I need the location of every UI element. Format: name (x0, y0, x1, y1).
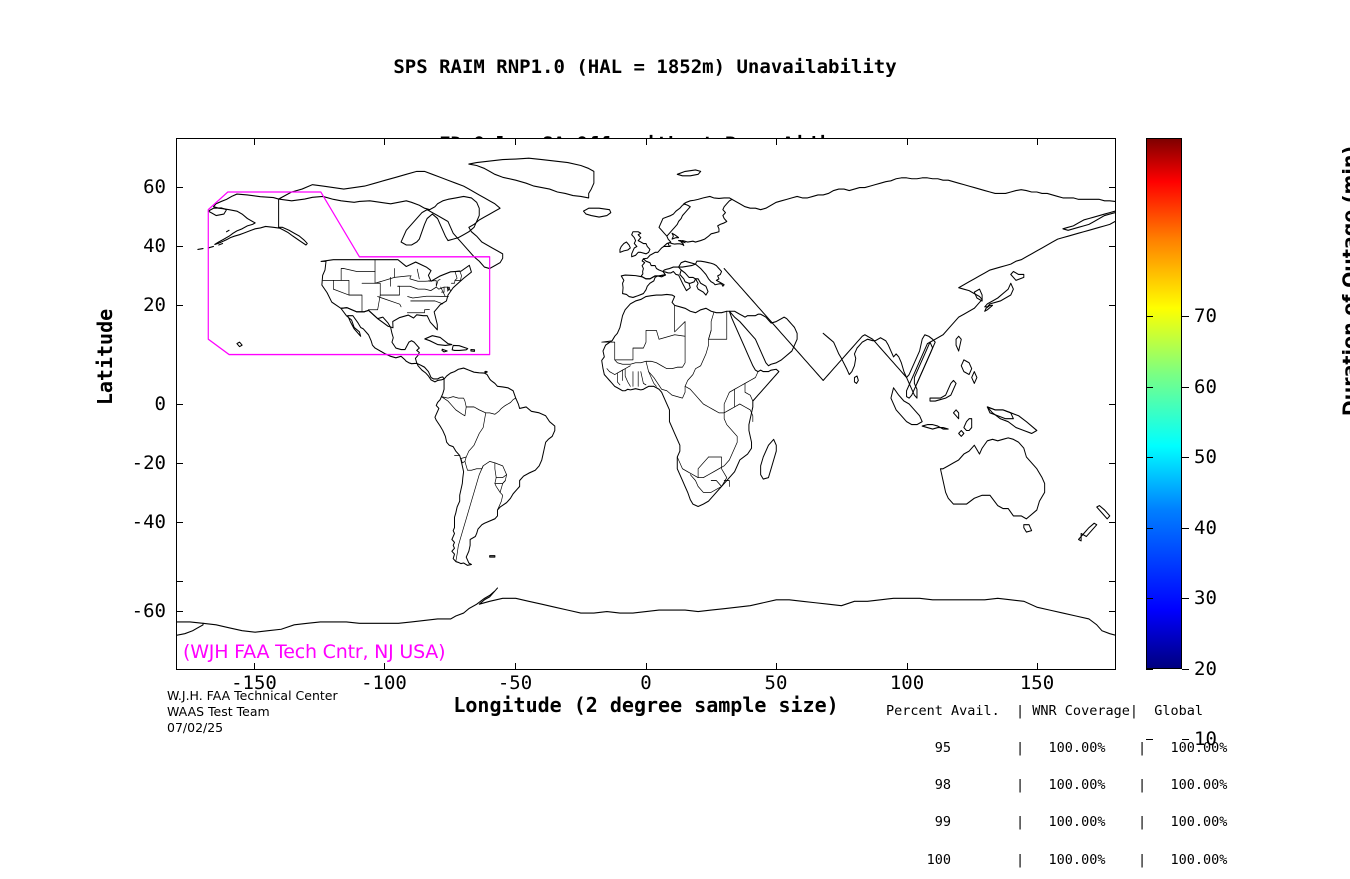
x-tick-mark (254, 663, 255, 670)
colorbar-tick-inner (1146, 528, 1153, 529)
y-tick-mark-right (1109, 187, 1116, 188)
x-tick-mark (776, 663, 777, 670)
colorbar-tick (1182, 457, 1189, 458)
footer-line-3: 07/02/25 (167, 720, 224, 735)
colorbar-gradient (1146, 138, 1182, 669)
x-tick-mark (1037, 663, 1038, 670)
y-tick-mark-right (1109, 522, 1116, 523)
y-tick-mark (176, 404, 183, 405)
availability-summary-table: Percent Avail. | WNR Coverage| Global 95… (886, 680, 1227, 879)
colorbar-tick-label: 70 (1194, 305, 1217, 327)
y-tick-label: -60 (131, 600, 166, 622)
footer-line-2: WAAS Test Team (167, 704, 270, 719)
colorbar-tick-label: 60 (1194, 376, 1217, 398)
colorbar-tick-inner (1146, 669, 1153, 670)
footer-line-1: W.J.H. FAA Technical Center (167, 688, 338, 703)
y-tick-label: 20 (143, 294, 166, 316)
colorbar-tick-inner (1146, 316, 1153, 317)
y-tick-mark-right (1109, 246, 1116, 247)
y-tick-mark (176, 187, 183, 188)
x-tick-label: -150 (231, 672, 277, 694)
table-row: 100 | 100.00% | 100.00% (886, 851, 1228, 868)
y-tick-label: -40 (131, 511, 166, 533)
table-header: Percent Avail. | WNR Coverage| Global (886, 702, 1203, 719)
colorbar: 10 20 30 40 50 60 70 (1146, 138, 1217, 750)
y-tick-label: 0 (154, 393, 166, 415)
table-row: 95 | 100.00% | 100.00% (886, 740, 1228, 757)
wnr-coverage-polygon (207, 191, 491, 356)
y-tick-mark-right (1109, 581, 1116, 582)
x-tick-label: 100 (889, 672, 925, 694)
x-tick-mark (907, 663, 908, 670)
x-tick-mark (384, 663, 385, 670)
world-map-svg (177, 157, 1115, 636)
y-tick-mark (176, 305, 183, 306)
colorbar-tick (1182, 528, 1189, 529)
y-tick-mark (176, 246, 183, 247)
y-tick-mark (176, 522, 183, 523)
x-tick-mark-top (907, 138, 908, 145)
colorbar-tick (1182, 316, 1189, 317)
x-tick-label: -100 (361, 672, 407, 694)
y-tick-mark-right (1109, 305, 1116, 306)
y-axis-label: Latitude (93, 308, 117, 406)
y-tick-mark (176, 581, 183, 582)
world-map-plot: (WJH FAA Tech Cntr, NJ USA) (176, 138, 1116, 670)
watermark-text: (WJH FAA Tech Cntr, NJ USA) (183, 641, 446, 663)
x-tick-mark-top (646, 138, 647, 145)
colorbar-tick-inner (1146, 457, 1153, 458)
colorbar-tick (1182, 669, 1189, 670)
x-tick-mark-top (515, 138, 516, 145)
y-tick-mark-right (1109, 611, 1116, 612)
colorbar-tick (1182, 739, 1189, 740)
colorbar-tick-label: 40 (1194, 517, 1217, 539)
title-line-1: SPS RAIM RNP1.0 (HAL = 1852m) Unavailabi… (393, 56, 897, 78)
x-tick-mark-top (1037, 138, 1038, 145)
y-tick-label: 40 (143, 235, 166, 257)
colorbar-tick-label: 10 (1194, 728, 1217, 750)
x-tick-mark-top (384, 138, 385, 145)
x-tick-label: 150 (1019, 672, 1055, 694)
x-tick-label: -50 (497, 672, 533, 694)
colorbar-tick-inner (1146, 598, 1153, 599)
y-tick-mark (176, 611, 183, 612)
y-tick-mark-right (1109, 463, 1116, 464)
y-tick-label: -20 (131, 452, 166, 474)
table-row: 99 | 100.00% | 100.00% (886, 814, 1228, 831)
colorbar-tick-inner (1146, 387, 1153, 388)
colorbar-tick-label: 20 (1194, 658, 1217, 680)
footer-credit: W.J.H. FAA Technical Center WAAS Test Te… (167, 688, 338, 736)
y-tick-label: 60 (143, 176, 166, 198)
x-tick-label: 50 (764, 672, 788, 694)
colorbar-title: Duration of Outage (min) (1339, 145, 1350, 417)
coastlines-group (177, 157, 1115, 636)
colorbar-tick-label: 50 (1194, 446, 1217, 468)
x-axis-label: Longitude (2 degree sample size) (453, 693, 839, 717)
x-tick-mark-top (254, 138, 255, 145)
x-tick-mark (515, 663, 516, 670)
x-tick-mark-top (776, 138, 777, 145)
colorbar-tick (1182, 598, 1189, 599)
y-tick-mark (176, 463, 183, 464)
colorbar-tick (1182, 387, 1189, 388)
colorbar-tick-inner (1146, 739, 1153, 740)
x-tick-mark (646, 663, 647, 670)
colorbar-tick-label: 30 (1194, 587, 1217, 609)
table-row: 98 | 100.00% | 100.00% (886, 777, 1228, 794)
y-tick-mark-right (1109, 404, 1116, 405)
x-tick-label: 0 (640, 672, 652, 694)
